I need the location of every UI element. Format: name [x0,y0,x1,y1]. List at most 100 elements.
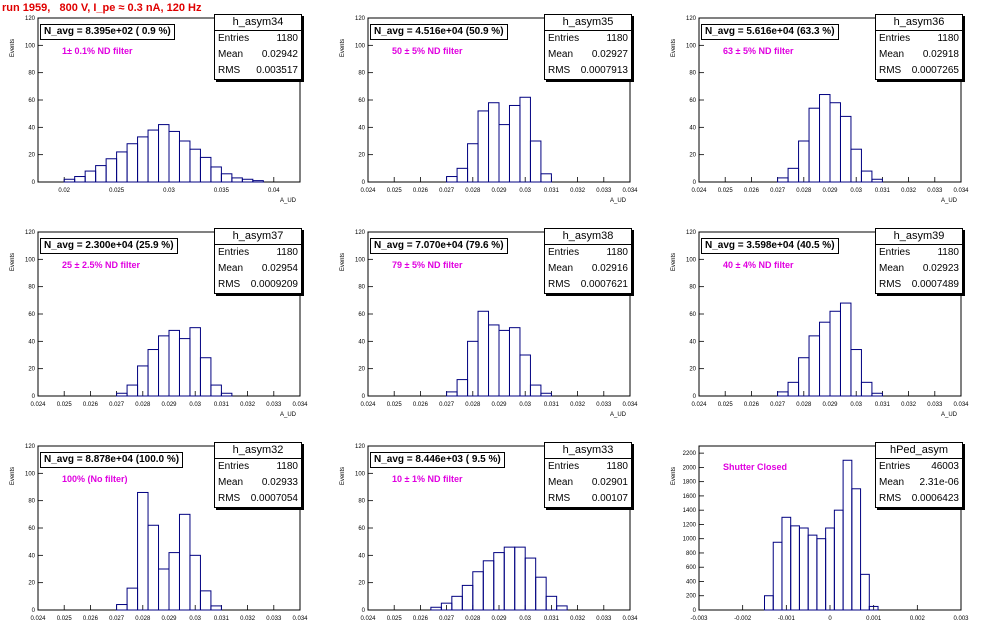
y-tick-label: 600 [686,565,697,571]
x-tick-label: 0.026 [413,616,429,622]
y-tick-label: 0 [693,180,697,186]
histogram-bar [829,310,841,397]
x-tick-label: 0.029 [822,188,838,194]
x-tick-label: 0.031 [875,402,891,408]
histogram-series [63,124,264,183]
y-tick-label: 20 [689,367,696,373]
x-tick-label: 0.029 [161,616,177,622]
x-tick-label: 0.025 [387,402,403,408]
stat-label: Mean [879,263,905,274]
y-tick-label: 0 [32,394,36,400]
histogram-bar [839,115,852,183]
histogram-bar [787,167,800,183]
x-tick-label: 0.029 [822,402,838,408]
histogram-bar [116,151,128,183]
y-tick-label: 20 [28,153,35,159]
histogram-bar [540,392,552,397]
x-tick-label: 0.034 [292,616,308,622]
histogram-panel: -0.003 -0.002 -0.001 0 0.001 0.002 0.003 0 200 40… [661,438,991,622]
x-tick-label: -0.002 [734,616,752,622]
stats-box: h_asym37 Entries 1180 Mean 0.02954 RMS 0.00092… [214,228,302,294]
x-tick-label: 0.002 [910,616,926,622]
y-tick-label: 80 [28,499,35,505]
histogram-panel: 0.024 0.025 0.026 0.027 0.028 0.029 0.03 0.031 0… [330,224,660,424]
histogram-bar [535,576,547,611]
stats-row: RMS 0.0007913 [545,63,631,79]
filter-label: 10 ± 1% ND filter [392,474,463,484]
x-tick-label: 0.028 [135,616,151,622]
histogram-bar [871,392,883,397]
stat-value: 1180 [276,33,298,44]
stat-label: RMS [879,493,902,504]
x-tick-label: 0.025 [109,188,125,194]
y-tick-label: 100 [355,257,366,263]
histogram-bar [819,94,831,183]
navg-label: N_avg = 8.878e+04 (100.0 %) [40,452,184,468]
stats-row: Mean 2.31e-06 [876,475,962,491]
y-tick-label: 2200 [683,451,697,457]
y-tick-label: 120 [686,16,697,22]
stat-value: 0.0007489 [911,279,959,290]
histogram-bar [456,167,469,183]
x-tick-label: 0.03 [163,188,175,194]
histogram-bar [210,384,222,397]
stats-row: Mean 0.02901 [545,475,631,491]
stats-row: Entries 1180 [215,245,301,261]
histogram-bar [850,148,862,183]
x-tick-label: 0.025 [57,616,73,622]
y-axis-label: Events [340,39,346,57]
histogram-bar [508,327,521,397]
stats-row: Entries 1180 [876,245,962,261]
stats-row: Mean 0.02942 [215,47,301,63]
histogram-bar [147,349,160,397]
histogram-bar [519,354,531,397]
histogram-bar [556,605,568,611]
histogram-bar [95,165,107,183]
x-tick-label: 0.027 [109,616,125,622]
y-tick-label: 1600 [683,494,697,500]
histogram-name: h_asym39 [876,229,962,245]
filter-label: 79 ± 5% ND filter [392,260,463,270]
stat-value: 1180 [276,247,298,258]
histogram-bar [231,177,243,183]
histogram-bar [137,491,149,611]
x-tick-label: 0.024 [691,188,707,194]
stat-value: 46003 [931,461,959,472]
histogram-bar [220,392,233,397]
x-axis-label: A_UD [280,198,297,204]
histogram-panel: 0.02 0.025 0.03 0.035 0.04 0 20 40 60 80 100 120 Eve… [0,10,330,210]
x-tick-label: 0.035 [214,188,230,194]
stat-label: RMS [879,65,902,76]
stat-value: 0.02923 [922,263,959,274]
stats-box: h_asym34 Entries 1180 Mean 0.02942 RMS 0.00351… [214,14,302,80]
stat-value: 0.0006423 [911,493,959,504]
histogram-bar [467,340,479,397]
stats-box: hPed_asym Entries 46003 Mean 2.31e-06 RMS 0.00… [875,442,963,508]
y-tick-label: 20 [358,153,365,159]
x-tick-label: 0.029 [161,402,177,408]
stat-value: 0.02954 [261,263,298,274]
histogram-bar [498,329,510,397]
x-tick-label: 0.003 [953,616,969,622]
stats-row: RMS 0.0007489 [876,277,962,293]
x-tick-label: 0.026 [744,402,760,408]
y-tick-label: 40 [358,125,365,131]
stats-box: h_asym32 Entries 1180 Mean 0.02933 RMS 0.00070… [214,442,302,508]
y-tick-label: 20 [689,153,696,159]
x-tick-label: 0.03 [189,402,201,408]
stats-row: Entries 1180 [876,31,962,47]
histogram-panel: 0.024 0.025 0.026 0.027 0.028 0.029 0.03 0.031 0… [0,438,330,622]
histogram-plot: 0.024 0.025 0.026 0.027 0.028 0.029 0.03 0.031 0… [671,16,969,204]
navg-label: N_avg = 7.070e+04 (79.6 %) [370,238,508,254]
x-tick-label: 0.03 [850,188,862,194]
stat-label: Mean [548,477,574,488]
x-tick-label: 0.026 [83,616,99,622]
histogram-name: hPed_asym [876,443,962,459]
histogram-plot: 0.024 0.025 0.026 0.027 0.028 0.029 0.03 0.031 0… [340,444,638,622]
histogram-name: h_asym37 [215,229,301,245]
stat-label: Entries [548,461,580,472]
y-tick-label: 100 [686,43,697,49]
x-tick-label: 0.024 [360,188,376,194]
x-tick-label: 0.026 [413,188,429,194]
histogram-panel: 0.024 0.025 0.026 0.027 0.028 0.029 0.03 0.031 0… [330,438,660,622]
